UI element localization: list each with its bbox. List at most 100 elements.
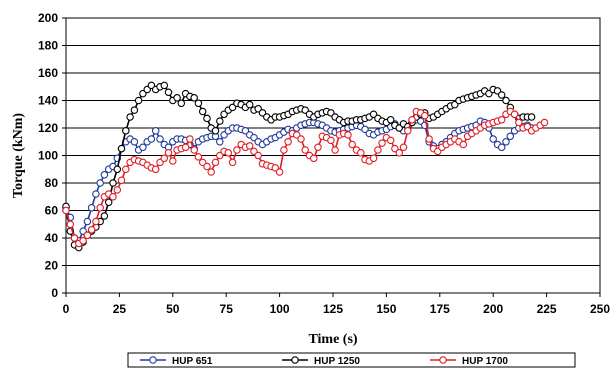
data-point xyxy=(284,138,292,146)
data-point xyxy=(203,114,211,123)
data-point xyxy=(104,198,113,207)
data-point xyxy=(527,113,536,121)
data-point xyxy=(228,158,237,167)
data-point xyxy=(122,127,130,135)
data-point xyxy=(190,146,198,154)
x-tick-label: 250 xyxy=(590,302,610,316)
data-point xyxy=(245,100,254,109)
data-point xyxy=(310,154,318,163)
data-point xyxy=(216,138,224,146)
y-tick-label: 140 xyxy=(38,94,58,108)
data-point xyxy=(408,116,416,124)
data-point xyxy=(224,149,233,157)
data-point xyxy=(314,143,322,152)
data-point xyxy=(280,146,288,154)
data-point xyxy=(160,154,169,163)
data-point xyxy=(79,237,87,245)
data-point xyxy=(369,154,378,163)
data-point xyxy=(378,139,386,147)
data-point xyxy=(100,212,109,220)
legend-marker xyxy=(291,356,299,364)
data-point xyxy=(425,135,433,143)
legend: HUP 651 HUP 1250 HUP 1700 xyxy=(127,352,576,368)
data-point xyxy=(194,99,203,108)
data-point xyxy=(515,118,523,127)
x-tick-label: 125 xyxy=(323,302,343,316)
y-axis-title: Torque (kNm) xyxy=(11,113,26,199)
legend-label: HUP 1700 xyxy=(462,356,508,367)
data-point xyxy=(207,168,215,176)
axis-ticks: 0 20 40 60 80 100 120 140 160 180 200 0 25 50 75 100 125… xyxy=(38,11,610,316)
data-point xyxy=(357,149,365,157)
data-point xyxy=(404,127,412,135)
data-point xyxy=(109,179,117,187)
y-tick-label: 20 xyxy=(45,259,59,273)
data-point xyxy=(109,193,117,201)
data-point xyxy=(459,140,468,149)
data-point xyxy=(96,204,104,212)
data-point xyxy=(198,107,207,116)
y-tick-label: 0 xyxy=(51,286,58,300)
data-point xyxy=(502,138,510,146)
data-point xyxy=(245,142,254,150)
data-point xyxy=(497,143,506,152)
data-point xyxy=(497,91,506,99)
data-point xyxy=(421,111,429,120)
data-point xyxy=(147,135,156,143)
x-axis-title: Time (s) xyxy=(308,332,357,347)
x-tick-label: 50 xyxy=(166,302,180,316)
data-point xyxy=(203,162,211,171)
data-point xyxy=(540,118,549,127)
data-point xyxy=(327,136,335,145)
x-tick-label: 25 xyxy=(113,302,127,316)
data-point xyxy=(344,131,352,139)
data-point xyxy=(164,149,173,157)
data-point xyxy=(62,206,70,215)
series-hup-1250 xyxy=(62,81,536,252)
data-point xyxy=(70,234,79,242)
x-tick-label: 100 xyxy=(270,302,290,316)
data-point xyxy=(160,81,169,90)
x-tick-label: 75 xyxy=(220,302,234,316)
data-point xyxy=(301,146,309,154)
data-point xyxy=(297,135,305,143)
legend-label: HUP 1250 xyxy=(314,356,360,367)
data-point xyxy=(399,143,408,152)
data-point xyxy=(126,113,134,121)
data-point xyxy=(275,168,284,176)
data-point xyxy=(173,94,181,102)
data-point xyxy=(156,135,164,143)
data-point xyxy=(374,146,382,154)
data-point xyxy=(134,96,143,105)
data-point xyxy=(386,116,395,124)
data-point xyxy=(331,146,339,154)
data-point xyxy=(497,116,506,124)
data-point xyxy=(87,226,96,234)
data-point xyxy=(113,186,122,194)
legend-marker xyxy=(149,356,157,364)
data-point xyxy=(254,151,262,160)
data-point xyxy=(510,110,519,119)
data-point xyxy=(186,135,194,143)
data-point xyxy=(83,217,92,226)
data-point xyxy=(117,176,126,185)
y-tick-label: 60 xyxy=(45,204,59,218)
y-tick-label: 40 xyxy=(45,231,59,245)
data-point xyxy=(92,217,100,226)
data-point xyxy=(211,158,220,167)
legend-label: HUP 651 xyxy=(172,356,213,367)
data-point xyxy=(87,204,96,212)
data-point xyxy=(194,153,203,161)
data-point xyxy=(130,138,139,146)
data-point xyxy=(395,149,403,157)
x-tick-label: 200 xyxy=(483,302,503,316)
data-point xyxy=(169,157,177,165)
data-point xyxy=(216,117,224,125)
data-point xyxy=(233,146,241,154)
y-tick-label: 160 xyxy=(38,66,58,80)
x-tick-label: 225 xyxy=(537,302,557,316)
data-series xyxy=(62,81,549,252)
x-tick-label: 0 xyxy=(63,302,70,316)
data-point xyxy=(489,135,497,143)
data-point xyxy=(502,96,510,105)
